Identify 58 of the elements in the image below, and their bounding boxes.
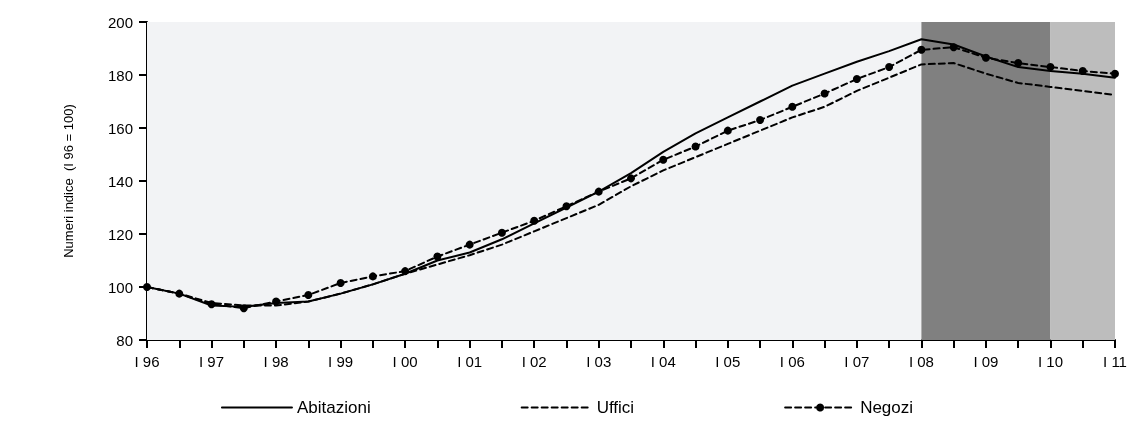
point — [175, 289, 184, 298]
x-tick-label: I 04 — [650, 353, 676, 370]
x-tick-label: I 02 — [521, 353, 547, 370]
point — [627, 174, 635, 183]
x-tick-label: I 03 — [586, 353, 612, 370]
point — [1111, 69, 1119, 78]
x-tick-label: I 01 — [457, 353, 483, 370]
x-tick-label: I 08 — [908, 353, 934, 370]
point — [691, 142, 700, 151]
point — [949, 43, 958, 52]
legend-label: Negozi — [860, 398, 914, 417]
point — [368, 272, 377, 281]
point — [723, 126, 732, 135]
point — [788, 102, 797, 111]
point — [981, 53, 990, 62]
point — [465, 240, 474, 249]
point — [401, 267, 410, 276]
point — [820, 89, 829, 98]
y-tick-label: 160 — [107, 119, 133, 137]
x-tick-label: I 97 — [199, 353, 225, 370]
x-tick-label: I 96 — [134, 353, 160, 370]
point — [885, 63, 894, 72]
x-tick-label: I 11 — [1103, 353, 1127, 370]
y-axis-title: Numeri indice (I 96 = 100) — [61, 104, 76, 258]
point — [852, 74, 861, 83]
point — [143, 283, 151, 291]
point — [433, 252, 442, 261]
legend-label: Abitazioni — [296, 398, 371, 417]
point — [1078, 67, 1087, 76]
y-tick-label: 200 — [107, 13, 133, 31]
point — [239, 304, 248, 313]
y-tick-label: 80 — [116, 331, 133, 349]
point — [659, 155, 668, 164]
x-tick-label: I 05 — [715, 353, 741, 370]
x-tick-label: I 09 — [973, 353, 999, 370]
point — [336, 279, 345, 288]
x-tick-label: I 06 — [779, 353, 805, 370]
y-tick-label: 100 — [107, 278, 133, 296]
legend-label: Uffici — [596, 398, 635, 417]
x-tick-label: I 98 — [263, 353, 289, 370]
x-tick-label: I 00 — [392, 353, 418, 370]
y-tick-label: 180 — [107, 66, 133, 84]
point — [756, 116, 765, 125]
point — [1014, 59, 1023, 68]
point — [594, 187, 603, 196]
x-tick-label: I 10 — [1037, 353, 1063, 370]
x-tick-label: I 99 — [328, 353, 354, 370]
point — [562, 202, 571, 211]
point — [272, 297, 281, 306]
point — [530, 216, 539, 225]
point — [1046, 63, 1055, 72]
x-tick-label: I 07 — [844, 353, 870, 370]
point — [917, 45, 926, 54]
point — [304, 290, 313, 299]
point — [497, 228, 506, 237]
y-tick-label: 140 — [107, 172, 133, 190]
point — [207, 300, 216, 309]
y-tick-label: 120 — [107, 225, 133, 243]
